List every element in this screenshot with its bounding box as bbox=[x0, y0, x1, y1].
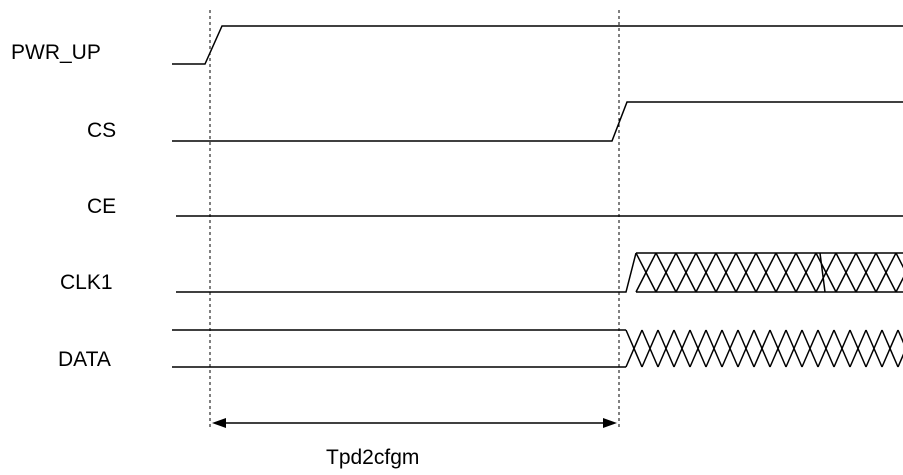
timing-parameter-label: Tpd2cfgm bbox=[326, 446, 420, 469]
data-transition-rise bbox=[721, 329, 739, 368]
cs-waveform bbox=[172, 101, 903, 142]
data-transition-rise bbox=[865, 329, 883, 368]
timing-arrow-head-left bbox=[212, 418, 226, 428]
data-transition-rise bbox=[817, 329, 835, 368]
clk1-transition-rise bbox=[675, 252, 697, 293]
data-transition-rise bbox=[833, 329, 851, 368]
data-transition-rise bbox=[769, 329, 787, 368]
clk1-transition-extra bbox=[819, 252, 826, 293]
clk1-transition-rise bbox=[655, 252, 677, 293]
data-transition-rise bbox=[625, 329, 643, 368]
clk1-transition-fall bbox=[895, 252, 903, 269]
clk1-transition-rise bbox=[715, 252, 737, 293]
data-transition-rise bbox=[849, 329, 867, 368]
clk1-transition-rise bbox=[835, 252, 857, 293]
signal-label-cs: CS bbox=[87, 119, 117, 142]
data-transition-rise bbox=[801, 329, 819, 368]
clk1-transition-rise bbox=[735, 252, 757, 293]
signal-label-data: DATA bbox=[58, 348, 111, 371]
timing-arrow-head-right bbox=[603, 418, 617, 428]
signal-label-ce: CE bbox=[87, 195, 117, 218]
data-transition-rise bbox=[689, 329, 707, 368]
clk1-transition-rise bbox=[755, 252, 777, 293]
clk1-transition-rise bbox=[895, 276, 903, 293]
data-transition-rise bbox=[785, 329, 803, 368]
clk1-transition-rise bbox=[795, 252, 817, 293]
data-transition-rise bbox=[753, 329, 771, 368]
signal-label-clk1: CLK1 bbox=[60, 271, 113, 294]
clk1-waveform-start bbox=[176, 252, 637, 293]
clk1-transition-rise bbox=[875, 252, 897, 293]
data-transition-rise bbox=[705, 329, 723, 368]
data-transition-rise bbox=[881, 329, 899, 368]
pwr-up-waveform bbox=[172, 25, 903, 65]
data-transition-rise bbox=[737, 329, 755, 368]
clk1-transition-rise bbox=[635, 252, 657, 293]
clk1-transition-rise bbox=[775, 252, 797, 293]
data-transition-rise bbox=[897, 353, 903, 368]
clk1-transition-rise bbox=[855, 252, 877, 293]
data-transition-rise bbox=[657, 329, 675, 368]
data-transition-rise bbox=[673, 329, 691, 368]
data-transition-rise bbox=[641, 329, 659, 368]
clk1-transition-rise bbox=[815, 252, 837, 293]
clk1-transition-rise bbox=[695, 252, 717, 293]
signal-label-pwr-up: PWR_UP bbox=[11, 41, 101, 64]
data-transition-fall bbox=[897, 329, 903, 344]
